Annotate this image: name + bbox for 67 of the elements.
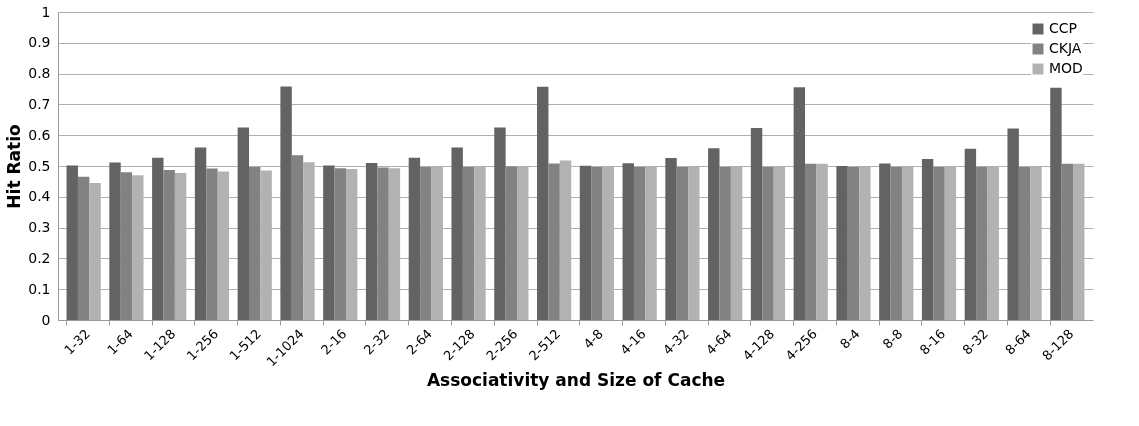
bar [921,158,934,320]
bar [163,170,175,320]
bar [579,165,592,320]
x-axis-title: Associativity and Size of Cache [426,370,726,391]
y-tick-label: 0.6 [28,126,51,143]
y-tick-label: 1 [41,3,51,20]
bar [152,157,164,320]
x-tick-label: 4-8 [580,326,607,352]
bar [537,86,549,320]
bar [377,167,389,320]
bar [847,166,860,320]
bar [120,172,133,320]
y-tick-label: 0.7 [28,95,51,112]
y-tick-label: 0.4 [28,188,51,205]
bar [408,157,421,320]
bar [879,163,891,320]
bar [451,147,463,320]
y-tick-label: 0.2 [28,249,51,266]
bar [280,86,292,320]
y-tick-label: 0.5 [28,157,51,174]
y-tick-label: 0.3 [28,219,51,236]
bar [291,155,304,320]
bar [750,128,763,320]
legend-label: CCP [1049,20,1077,36]
bar [194,147,207,320]
bar [976,166,988,320]
legend-label: MOD [1049,60,1083,76]
bar [1061,163,1074,320]
bar [622,163,634,320]
bar [237,127,250,320]
bar [505,166,518,320]
bar [591,166,603,320]
bar [1007,128,1019,320]
y-tick-label: 0.9 [28,34,51,51]
bar [676,166,689,320]
bar [420,166,432,320]
bar [793,87,806,320]
bar [933,166,945,320]
bar [1018,166,1031,320]
bar [762,166,774,320]
bar [462,166,475,320]
legend-label: CKJA [1049,40,1082,56]
bar [890,166,902,320]
bar [836,166,848,320]
bar [365,162,378,320]
bar [665,157,677,320]
bar [334,168,346,320]
bar [66,165,78,320]
bar [1050,87,1062,320]
bar [323,165,335,320]
bar [77,176,90,320]
bar [719,166,731,320]
x-tick-label: 8-4 [837,326,863,352]
bar [805,163,817,320]
bar [964,148,977,320]
bar [708,148,720,320]
bar [249,166,261,320]
x-tick-label: 8-8 [879,326,906,352]
y-tick-label: 0.8 [28,65,51,82]
bar [548,163,560,320]
y-tick-label: 0 [41,311,51,328]
bar [109,162,121,320]
y-axis-title: Hit Ratio [4,124,25,209]
y-tick-label: 0.1 [28,280,51,297]
bar [206,168,218,320]
bar [633,166,646,320]
bar [494,127,506,320]
